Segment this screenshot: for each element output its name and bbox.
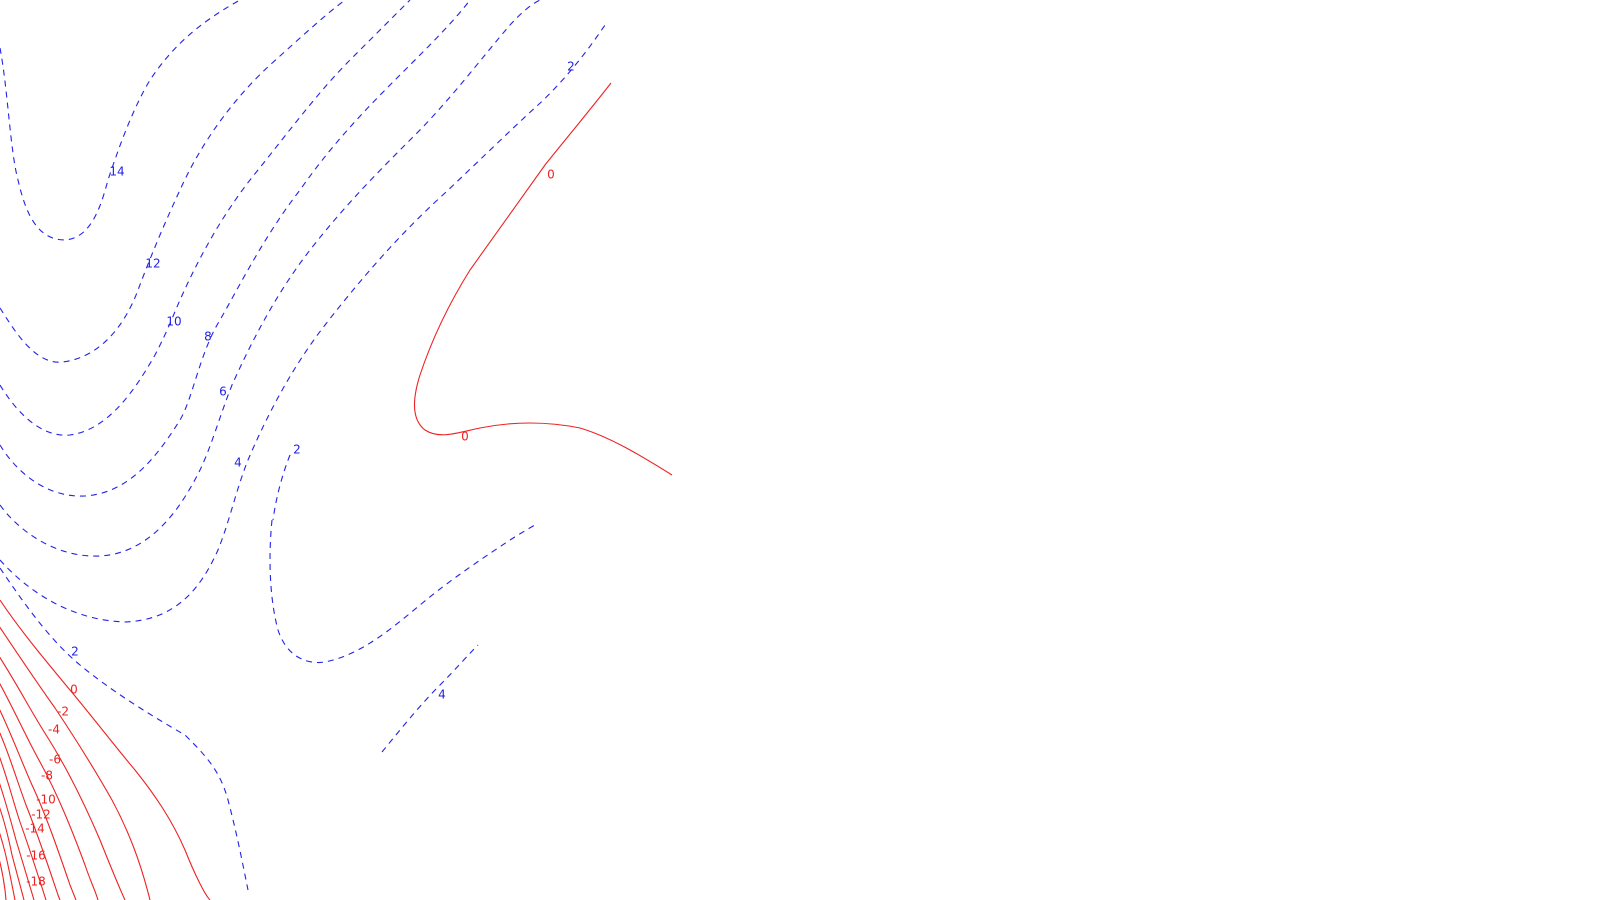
contour-label-neg14: -14 [25, 822, 45, 836]
contour-line-12 [0, 0, 346, 363]
contour-label-6: 6 [219, 385, 227, 399]
contour-line-neg16 [0, 832, 16, 900]
contour-label-neg8: -8 [41, 769, 53, 783]
contour-line-neg18 [0, 860, 7, 900]
contour-label-0: 0 [70, 683, 78, 697]
contour-line-neg12 [0, 782, 35, 900]
contour-label-0: 0 [461, 430, 469, 444]
contour-label-neg10: -10 [36, 793, 56, 807]
contour-line-neg6 [0, 709, 77, 900]
contour-label-neg4: -4 [48, 723, 60, 737]
contour-label-4: 4 [234, 456, 242, 470]
contour-line-0 [414, 82, 673, 476]
contour-label-neg18: -18 [26, 875, 46, 889]
contour-label-8: 8 [204, 330, 212, 344]
contour-label-10: 10 [166, 315, 181, 329]
contour-line-0 [0, 599, 211, 900]
contour-label-neg6: -6 [49, 753, 61, 767]
contour-line-0 [0, 626, 151, 900]
contour-label-neg16: -16 [26, 849, 46, 863]
contour-label-0: 0 [547, 168, 555, 182]
contour-line-6 [0, 0, 541, 557]
contour-lines [0, 0, 673, 900]
contour-line-2 [272, 454, 291, 521]
contour-label-neg12: -12 [31, 808, 51, 822]
contour-label-2: 2 [71, 645, 79, 659]
contour-label-14: 14 [109, 165, 124, 179]
contour-line-2 [0, 567, 249, 891]
contour-line-4 [381, 644, 479, 753]
contour-line-neg8 [0, 731, 61, 900]
contour-line-10 [0, 0, 411, 436]
contour-label-2: 2 [293, 443, 301, 457]
contour-label-4: 4 [438, 688, 446, 702]
contour-label-neg2: -2 [57, 705, 69, 719]
contour-line-2 [269, 519, 536, 664]
contour-label-2: 2 [567, 60, 575, 74]
contour-line-neg4 [0, 682, 99, 900]
contour-line-neg2 [0, 656, 126, 900]
contour-line-14 [0, 0, 241, 241]
contour-line-8 [0, 0, 471, 497]
contour-label-12: 12 [145, 257, 160, 271]
contour-line-neg14 [0, 806, 25, 900]
contour-line-neg10 [0, 756, 47, 900]
